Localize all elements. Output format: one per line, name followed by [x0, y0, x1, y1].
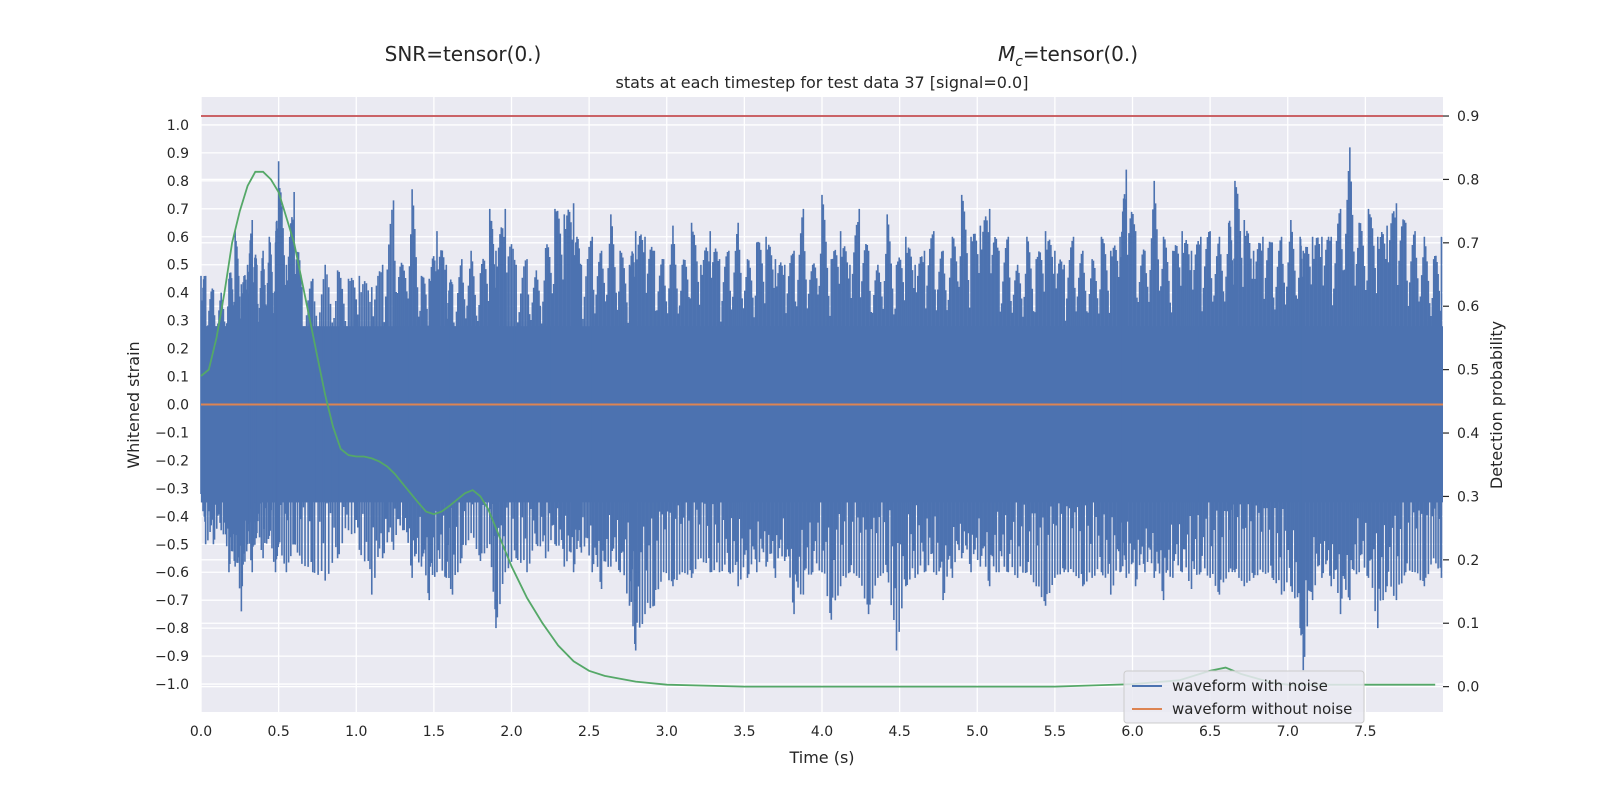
y-tick-label: −0.2 — [155, 453, 189, 469]
x-tick-label: 5.0 — [966, 724, 988, 740]
y2-tick-label: 0.3 — [1457, 489, 1479, 505]
x-tick-label: 3.0 — [656, 724, 678, 740]
y2-tick-label: 0.8 — [1457, 172, 1479, 188]
y2-tick-label: 0.5 — [1457, 363, 1479, 379]
y-axis-ticks: 1.0 0.9 0.8 0.7 0.6 0.5 0.4 0.3 0.2 0.1 0.0 −0.1 −0.… — [155, 118, 189, 693]
y2-tick-label: 0.7 — [1457, 236, 1479, 252]
mc-title-symbol: M — [998, 42, 1015, 66]
x-tick-label: 5.5 — [1044, 724, 1066, 740]
x-axis-ticks: 0.0 0.5 1.0 1.5 2.0 2.5 3.0 3.5 4.0 4.5 5.0 5.5 6.0 6… — [190, 724, 1377, 740]
x-tick-label: 4.0 — [811, 724, 833, 740]
y2-axis-label: Detection probability — [1487, 321, 1506, 489]
y-tick-label: 0.4 — [167, 286, 189, 302]
y-tick-label: −0.3 — [155, 481, 189, 497]
y-tick-label: 0.7 — [167, 202, 189, 218]
snr-title: SNR=tensor(0.) — [385, 42, 542, 66]
plot-series — [200, 115, 1443, 688]
y2-tick-label: 0.6 — [1457, 299, 1479, 315]
x-axis-label: Time (s) — [788, 748, 854, 767]
y2-tick-label: 0.0 — [1457, 680, 1479, 696]
y-tick-label: 1.0 — [167, 118, 189, 134]
y-tick-label: −0.5 — [155, 537, 189, 553]
y-tick-label: 0.9 — [167, 146, 189, 162]
x-tick-label: 2.5 — [578, 724, 600, 740]
y2-tick-label: 0.4 — [1457, 426, 1479, 442]
x-tick-label: 4.5 — [888, 724, 910, 740]
y-tick-label: −0.8 — [155, 621, 189, 637]
x-tick-label: 1.5 — [423, 724, 445, 740]
y2-axis-ticks: 0.9 0.8 0.7 0.6 0.5 0.4 0.3 0.2 0.1 0.0 — [1443, 109, 1479, 696]
y-tick-label: −0.7 — [155, 593, 189, 609]
y-tick-label: 0.0 — [167, 398, 189, 414]
mc-title-value: =tensor(0.) — [1023, 42, 1138, 66]
y2-tick-label: 0.2 — [1457, 553, 1479, 569]
y-axis-label: Whitened strain — [124, 341, 143, 468]
legend-entry: waveform without noise — [1172, 700, 1352, 718]
mc-title-subscript: c — [1015, 54, 1023, 70]
y-tick-label: 0.8 — [167, 174, 189, 190]
x-tick-label: 2.0 — [500, 724, 522, 740]
legend-entry: waveform with noise — [1172, 677, 1328, 695]
mc-title: Mc=tensor(0.) — [998, 42, 1138, 70]
x-tick-label: 1.0 — [345, 724, 367, 740]
detection-probability-line — [200, 170, 1436, 688]
y-tick-label: 0.6 — [167, 230, 189, 246]
y-tick-label: −0.4 — [155, 509, 189, 525]
chart-title: stats at each timestep for test data 37 … — [616, 73, 1029, 92]
legend: waveform with noise waveform without nois… — [1123, 670, 1365, 724]
y-tick-label: −0.1 — [155, 425, 189, 441]
y2-tick-label: 0.1 — [1457, 616, 1479, 632]
y-tick-label: −1.0 — [155, 677, 189, 693]
x-tick-label: 7.0 — [1277, 724, 1299, 740]
y2-tick-label: 0.9 — [1457, 109, 1479, 125]
x-tick-label: 7.5 — [1354, 724, 1376, 740]
x-tick-label: 3.5 — [733, 724, 755, 740]
y-tick-label: 0.5 — [167, 258, 189, 274]
y-tick-label: 0.1 — [167, 370, 189, 386]
x-tick-label: 6.0 — [1121, 724, 1143, 740]
y-tick-label: 0.3 — [167, 314, 189, 330]
x-tick-label: 0.0 — [190, 724, 212, 740]
x-tick-label: 6.5 — [1199, 724, 1221, 740]
y-tick-label: −0.9 — [155, 649, 189, 665]
y-tick-label: −0.6 — [155, 565, 189, 581]
y-tick-label: 0.2 — [167, 342, 189, 358]
legend-box — [1123, 670, 1365, 724]
x-tick-label: 0.5 — [267, 724, 289, 740]
